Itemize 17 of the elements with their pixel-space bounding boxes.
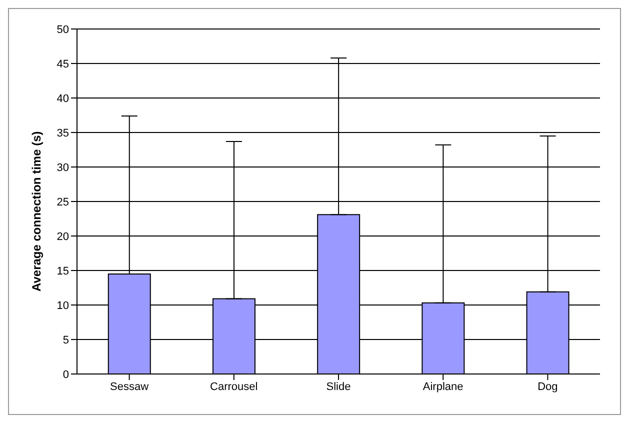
y-tick-label: 50 [56,24,69,36]
y-tick-label: 25 [56,196,69,208]
x-tick-label: Slide [326,380,351,393]
x-tick-label: Carrousel [210,380,258,393]
y-tick-label: 30 [56,162,69,174]
y-tick-label: 35 [56,127,69,140]
y-axis-title: Average connection time (s) [29,131,44,292]
y-tick-label: 0 [62,368,69,381]
y-tick-label: 15 [56,265,69,278]
y-tick-label: 20 [56,230,69,243]
x-tick-label: Airplane [422,380,464,393]
x-tick-label: Dog [538,380,558,393]
x-tick-label: Sessaw [110,380,149,393]
y-tick-label: 40 [56,92,69,105]
y-tick-label: 5 [62,334,69,346]
y-tick-label: 45 [56,58,69,70]
y-tick-label: 10 [56,300,69,312]
